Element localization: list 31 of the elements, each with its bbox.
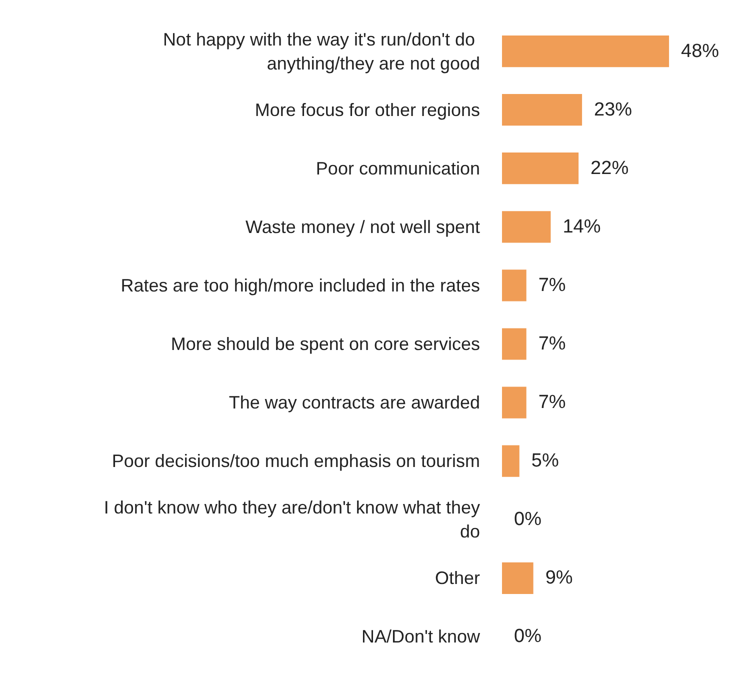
bar xyxy=(502,35,670,68)
bar xyxy=(502,445,520,477)
bar xyxy=(502,386,526,418)
data-label: 7% xyxy=(538,274,566,296)
y-tick-label: The way contracts are awarded xyxy=(228,392,480,413)
data-label: 7% xyxy=(538,392,566,414)
y-tick-label: Other xyxy=(434,568,480,588)
y-tick-label: Poor communication xyxy=(316,158,480,178)
data-label: 0% xyxy=(514,509,542,530)
y-tick-label: Rates are too high/more included in the rates xyxy=(120,275,480,296)
data-label: 5% xyxy=(531,450,559,472)
y-tick-label: Poor decisions/too much emphasis on tourism xyxy=(112,451,480,472)
y-tick-label: I don't know who they are/don't know what they do xyxy=(104,498,480,542)
bar xyxy=(502,270,526,302)
data-label: 7% xyxy=(538,334,566,354)
bar xyxy=(502,211,551,243)
data-label: 23% xyxy=(594,99,632,120)
bar xyxy=(502,94,582,126)
y-tick-label: NA/Don't know xyxy=(362,626,481,647)
y-tick-label: Not happy with the way it's run/don't do anything/they are not good xyxy=(162,29,480,74)
y-tick-label: Waste money / not well spent xyxy=(246,216,480,237)
data-label: 14% xyxy=(562,216,601,238)
data-label: 22% xyxy=(590,158,629,179)
bar xyxy=(502,562,534,594)
bar xyxy=(502,152,579,184)
data-label: 0% xyxy=(514,626,542,648)
data-label: 9% xyxy=(545,568,573,589)
y-tick-label: More focus for other regions xyxy=(254,100,480,120)
data-label: 48% xyxy=(681,40,720,62)
y-tick-label: More should be spent on core services xyxy=(170,334,480,354)
bar xyxy=(502,328,526,360)
